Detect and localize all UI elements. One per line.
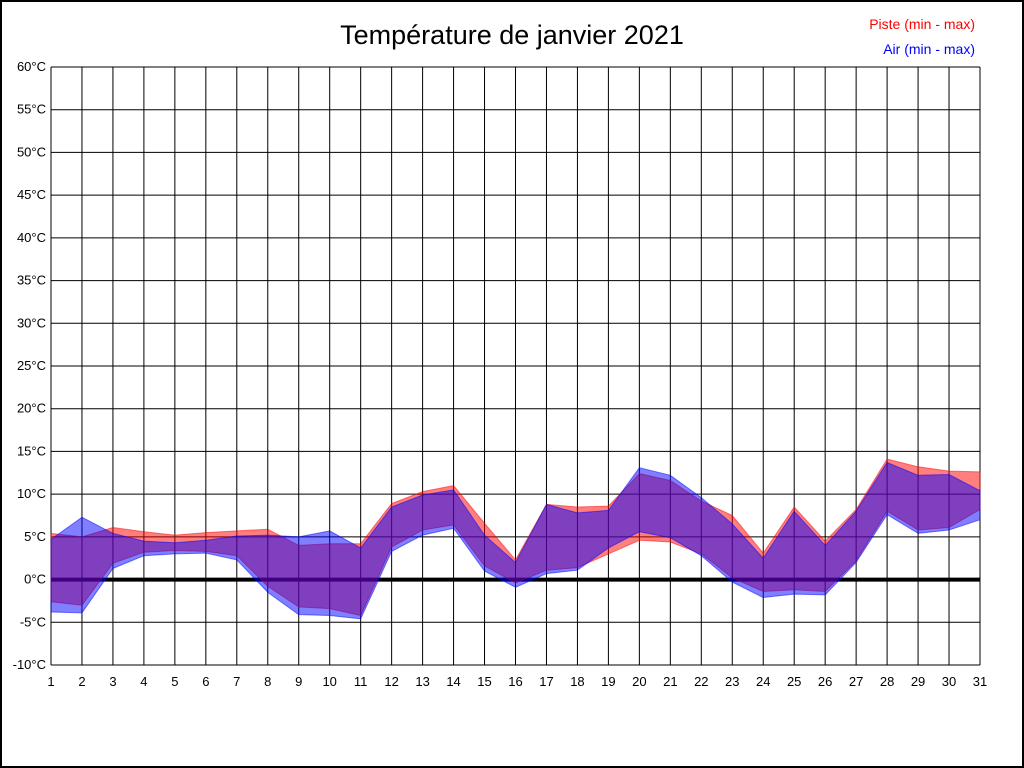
x-tick-label: 9 [295, 674, 302, 689]
x-tick-label: 27 [849, 674, 863, 689]
y-tick-label: 25°C [17, 358, 46, 373]
x-tick-label: 2 [78, 674, 85, 689]
y-tick-label: 40°C [17, 230, 46, 245]
legend-air-label: Air (min - max) [883, 41, 975, 57]
x-tick-label: 11 [354, 674, 368, 689]
x-tick-label: 25 [787, 674, 801, 689]
y-tick-label: 55°C [17, 102, 46, 117]
x-tick-label: 28 [880, 674, 894, 689]
legend-piste-label: Piste (min - max) [869, 16, 975, 32]
x-tick-label: 13 [415, 674, 429, 689]
x-tick-label: 3 [109, 674, 116, 689]
x-tick-label: 19 [601, 674, 615, 689]
x-tick-label: 5 [171, 674, 178, 689]
x-tick-label: 4 [140, 674, 147, 689]
x-tick-label: 29 [911, 674, 925, 689]
x-tick-label: 30 [942, 674, 956, 689]
y-tick-label: 45°C [17, 187, 46, 202]
x-tick-label: 6 [202, 674, 209, 689]
y-tick-label: 30°C [17, 315, 46, 330]
y-tick-label: 35°C [17, 273, 46, 288]
x-tick-label: 23 [725, 674, 739, 689]
x-tick-label: 18 [570, 674, 584, 689]
x-tick-label: 24 [756, 674, 770, 689]
x-tick-label: 21 [663, 674, 677, 689]
x-tick-label: 10 [322, 674, 336, 689]
legend: Piste (min - max) Air (min - max) [869, 12, 975, 62]
x-tick-label: 15 [477, 674, 491, 689]
y-tick-label: -5°C [20, 614, 46, 629]
y-tick-label: -10°C [13, 657, 46, 672]
x-tick-label: 17 [539, 674, 553, 689]
y-tick-label: 0°C [24, 572, 46, 587]
x-tick-label: 20 [632, 674, 646, 689]
x-tick-label: 26 [818, 674, 832, 689]
y-tick-label: 50°C [17, 144, 46, 159]
y-tick-label: 15°C [17, 443, 46, 458]
x-tick-label: 8 [264, 674, 271, 689]
y-tick-label: 5°C [24, 529, 46, 544]
air-band [50, 461, 981, 620]
x-tick-label: 14 [446, 674, 460, 689]
y-tick-label: 60°C [17, 59, 46, 74]
x-tick-label: 1 [47, 674, 54, 689]
x-tick-label: 12 [384, 674, 398, 689]
x-tick-label: 31 [973, 674, 987, 689]
x-tick-label: 16 [508, 674, 522, 689]
chart-title: Température de janvier 2021 [340, 20, 684, 50]
y-tick-label: 20°C [17, 401, 46, 416]
x-tick-label: 22 [694, 674, 708, 689]
y-tick-label: 10°C [17, 486, 46, 501]
x-tick-label: 7 [233, 674, 240, 689]
